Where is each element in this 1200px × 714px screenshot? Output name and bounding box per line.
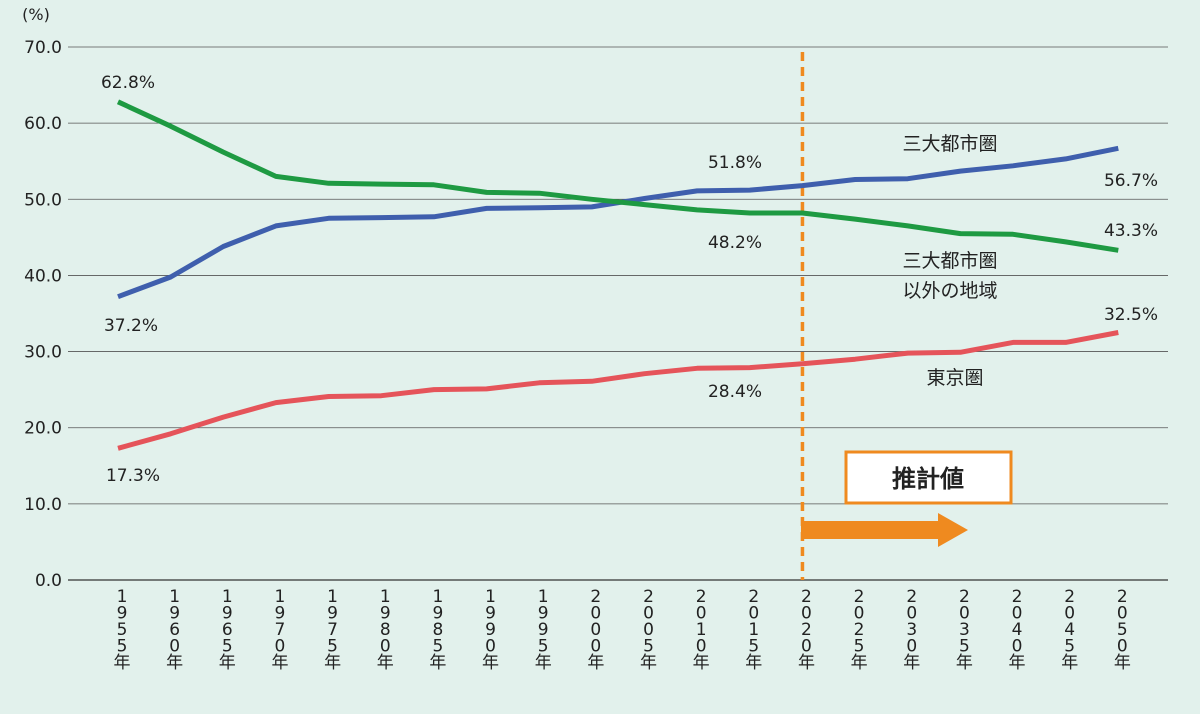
series-name-label: 東京圏 [926,367,983,389]
data-label: 17.3% [106,466,160,486]
projection-label-box [844,450,1013,505]
y-tick-label: 70.0 [24,38,62,58]
y-tick-label: 50.0 [24,190,62,210]
series-line-1 [116,99,1119,253]
projection-label: 推計値 [892,465,964,493]
y-tick-label: 60.0 [24,114,62,134]
y-axis-unit: (%) [22,5,50,24]
data-label: 56.7% [1104,171,1158,191]
projection-arrow-shaft [801,521,941,539]
data-label: 62.8% [101,73,155,93]
series-name-label: 三大都市圏 [902,133,997,155]
series-line-2 [117,330,1119,451]
projection-arrow-head [938,513,968,547]
y-tick-label: 30.0 [24,343,62,363]
y-tick-label: 10.0 [24,495,62,515]
data-label: 32.5% [1104,305,1158,325]
data-label: 28.4% [708,382,762,402]
y-tick-label: 0.0 [35,571,62,591]
data-label: 37.2% [104,316,158,336]
data-label: 48.2% [708,233,762,253]
series-name-label: 以外の地域 [902,280,997,302]
y-tick-label: 20.0 [24,419,62,439]
series-name-label: 三大都市圏 [902,250,997,272]
data-label: 43.3% [1104,221,1158,241]
data-label: 51.8% [708,153,762,173]
y-tick-label: 40.0 [24,266,62,286]
